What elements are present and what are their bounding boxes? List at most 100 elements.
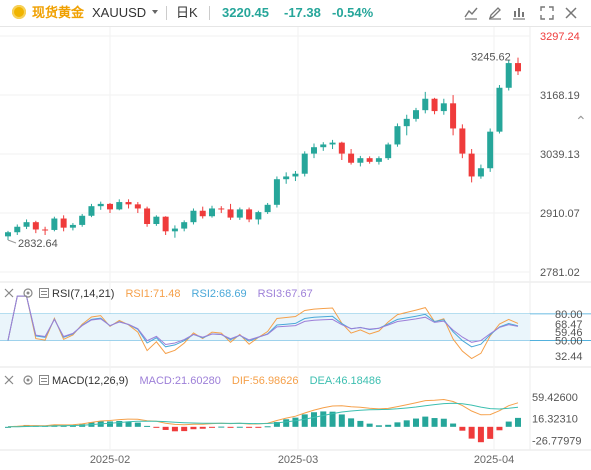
macd-title[interactable]: MACD(12,26,9)	[52, 375, 129, 387]
indicator-icon[interactable]	[464, 6, 478, 20]
candle[interactable]	[14, 226, 21, 233]
scroll-up-icon[interactable]: ⌃	[575, 113, 587, 129]
candle[interactable]	[32, 222, 39, 230]
candle[interactable]	[357, 158, 364, 163]
menu-icon[interactable]	[39, 288, 49, 298]
candle[interactable]	[283, 176, 290, 180]
candle[interactable]	[338, 142, 345, 154]
candle[interactable]	[459, 128, 466, 154]
candle[interactable]	[218, 208, 225, 210]
rsi-axis-label: 32.44	[555, 351, 583, 363]
candle[interactable]	[246, 209, 253, 220]
candle[interactable]	[348, 153, 355, 163]
candle[interactable]	[236, 209, 243, 218]
candle[interactable]	[116, 202, 123, 210]
candle[interactable]	[181, 222, 188, 229]
menu-icon[interactable]	[39, 375, 49, 385]
candle[interactable]	[153, 216, 160, 225]
candle[interactable]	[134, 204, 141, 209]
candle[interactable]	[320, 144, 327, 148]
candle[interactable]	[375, 158, 382, 162]
low-marker	[7, 239, 17, 244]
candle[interactable]	[190, 210, 197, 223]
rsi-axis-label: 50.00	[555, 335, 583, 347]
rsi-title[interactable]: RSI(7,14,21)	[52, 288, 115, 300]
macd-histogram-bar	[422, 416, 429, 427]
gear-icon[interactable]	[22, 374, 34, 386]
candle[interactable]	[403, 118, 410, 127]
close-icon[interactable]	[4, 375, 14, 385]
candle[interactable]	[264, 204, 271, 213]
candle[interactable]	[42, 229, 49, 231]
macd-histogram-bar	[403, 420, 410, 427]
candle[interactable]	[487, 131, 494, 169]
candle[interactable]	[329, 142, 336, 145]
macd-histogram-bar	[255, 426, 262, 428]
rsi1-line[interactable]	[7, 295, 519, 360]
candle[interactable]	[97, 203, 104, 207]
macd-histogram-bar	[209, 426, 215, 428]
low-price-annotation: 2832.64	[18, 238, 58, 250]
candle[interactable]	[385, 144, 392, 159]
instrument-name[interactable]: 现货黄金	[32, 5, 85, 20]
rsi-axis-label: 59.46	[555, 327, 583, 339]
candle[interactable]	[366, 158, 373, 162]
candle[interactable]	[394, 126, 401, 145]
dea-line[interactable]	[7, 402, 519, 428]
candle[interactable]	[431, 98, 438, 112]
candle[interactable]	[125, 202, 132, 205]
candle[interactable]	[413, 110, 419, 119]
macd-axis-label: 59.42600	[532, 392, 578, 404]
candle[interactable]	[5, 232, 11, 237]
macd-histogram-bar	[227, 426, 234, 428]
candle[interactable]	[440, 103, 447, 112]
candle[interactable]	[88, 206, 95, 216]
candle-series[interactable]	[5, 57, 521, 241]
candle[interactable]	[273, 179, 280, 205]
top-toolbar: 现货黄金 XAUUSD 日K 3220.45 -17.38 -0.54%	[0, 0, 591, 27]
rsi3-line[interactable]	[7, 295, 519, 346]
candle[interactable]	[144, 208, 151, 225]
close-icon[interactable]	[4, 288, 14, 298]
draw-icon[interactable]	[488, 6, 502, 20]
macd-histogram-bar	[107, 421, 113, 427]
candle[interactable]	[69, 224, 76, 228]
symbol-label[interactable]: XAUUSD	[92, 5, 147, 20]
candle[interactable]	[227, 209, 234, 218]
gear-icon[interactable]	[22, 287, 34, 299]
candle[interactable]	[496, 87, 503, 132]
rsi-pane[interactable]	[0, 295, 591, 360]
candle[interactable]	[79, 215, 86, 225]
candle[interactable]	[311, 147, 317, 154]
compare-icon[interactable]	[512, 6, 526, 20]
macd-pane[interactable]	[5, 398, 521, 443]
candle[interactable]	[51, 218, 58, 230]
candle[interactable]	[162, 216, 169, 232]
macd-histogram-bar	[459, 426, 466, 431]
candle[interactable]	[515, 63, 521, 72]
close-icon[interactable]	[564, 6, 578, 20]
candle[interactable]	[107, 203, 113, 210]
chevron-down-icon[interactable]	[152, 10, 158, 14]
candle[interactable]	[301, 153, 308, 174]
rsi-band	[0, 313, 530, 341]
candlestick-chart[interactable]: 3297.24 3168.19 3039.13 2910.07 2781.02 3245.…	[0, 27, 591, 470]
candle[interactable]	[255, 212, 262, 220]
candle[interactable]	[422, 98, 429, 111]
candle[interactable]	[450, 103, 457, 129]
candle[interactable]	[505, 63, 512, 88]
timeframe-selector[interactable]: 日K	[176, 5, 198, 20]
candle[interactable]	[209, 208, 215, 217]
macd-histogram-bar	[338, 414, 345, 427]
candle[interactable]	[171, 228, 178, 232]
macd-axis-label: -26.77979	[532, 435, 582, 447]
candle[interactable]	[60, 218, 67, 228]
candle[interactable]	[292, 173, 299, 177]
candle[interactable]	[477, 168, 484, 177]
candle[interactable]	[23, 222, 30, 227]
fullscreen-icon[interactable]	[540, 6, 554, 20]
macd-histogram-bar	[181, 426, 188, 432]
macd-histogram-bar	[320, 411, 327, 427]
candle[interactable]	[468, 153, 475, 177]
candle[interactable]	[199, 210, 206, 217]
